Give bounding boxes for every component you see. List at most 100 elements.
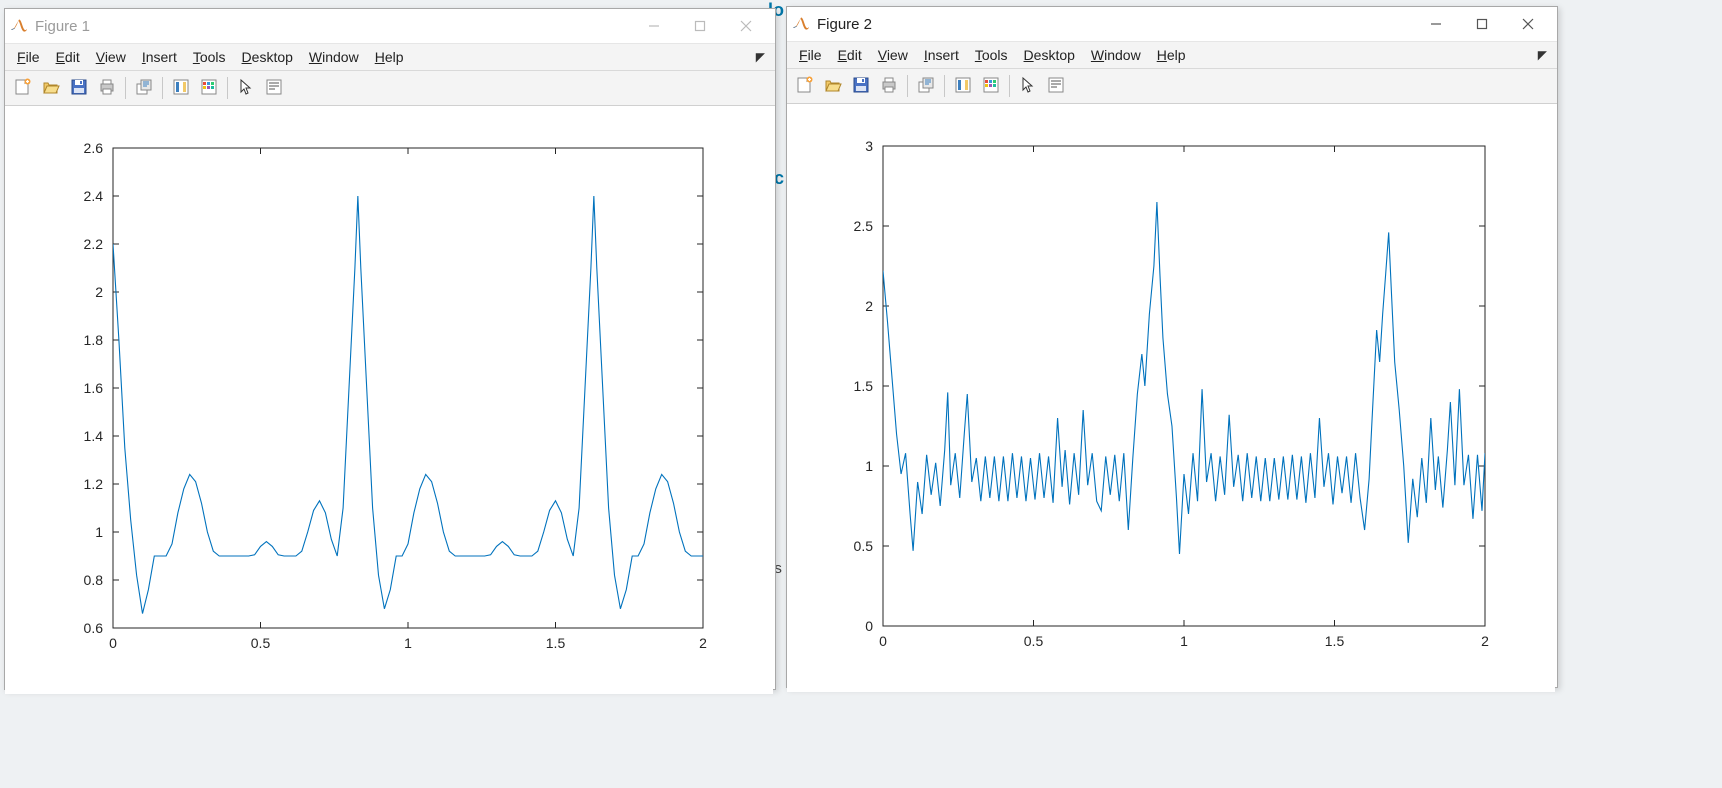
svg-text:1: 1 xyxy=(95,524,103,540)
svg-text:1.6: 1.6 xyxy=(84,380,104,396)
close-button[interactable] xyxy=(723,10,769,42)
save-icon-button[interactable] xyxy=(66,75,92,101)
save-icon xyxy=(852,76,870,97)
menu-edit[interactable]: Edit xyxy=(830,45,870,65)
save-icon-button[interactable] xyxy=(848,73,874,99)
svg-text:3: 3 xyxy=(865,138,873,154)
menu-label-rest: nsert xyxy=(928,47,959,63)
desktop: loıces Figure 1 FileEditViewInsertToolsD… xyxy=(0,0,1722,788)
menu-label-rest: esktop xyxy=(252,49,293,65)
toolbar-separator xyxy=(227,77,228,99)
colorbar-icon-button[interactable] xyxy=(978,73,1004,99)
svg-text:0.5: 0.5 xyxy=(251,635,271,651)
maximize-button[interactable] xyxy=(1459,8,1505,40)
pointer-icon xyxy=(1019,76,1037,97)
link-plot-icon-button[interactable] xyxy=(950,73,976,99)
toolbar xyxy=(5,71,775,106)
pointer-icon-button[interactable] xyxy=(233,75,259,101)
menu-file[interactable]: File xyxy=(791,45,830,65)
open-icon-button[interactable] xyxy=(820,73,846,99)
minimize-button[interactable] xyxy=(1413,8,1459,40)
new-figure-icon-button[interactable] xyxy=(10,75,36,101)
window-title: Figure 2 xyxy=(817,16,872,33)
menu-desktop[interactable]: Desktop xyxy=(1016,45,1083,65)
toolbar-separator xyxy=(125,77,126,99)
print-icon-button[interactable] xyxy=(876,73,902,99)
copy-figure-icon xyxy=(917,76,935,97)
matlab-icon xyxy=(793,16,809,32)
new-figure-icon xyxy=(796,76,814,97)
menu-view[interactable]: View xyxy=(870,45,916,65)
maximize-button[interactable] xyxy=(677,10,723,42)
toolbar-separator xyxy=(162,77,163,99)
figure-window-fig1[interactable]: Figure 1 FileEditViewInsertToolsDesktopW… xyxy=(4,8,776,690)
svg-text:2: 2 xyxy=(699,635,707,651)
menu-label-rest: elp xyxy=(1167,47,1186,63)
matlab-icon xyxy=(11,18,27,34)
print-icon xyxy=(880,76,898,97)
close-button[interactable] xyxy=(1505,8,1551,40)
menu-help[interactable]: Help xyxy=(1149,45,1194,65)
titlebar[interactable]: Figure 1 xyxy=(5,9,775,44)
menu-label-rest: indow xyxy=(322,49,359,65)
menu-desktop[interactable]: Desktop xyxy=(234,47,301,67)
plot-area[interactable]: 00.511.520.60.811.21.41.61.822.22.42.6 xyxy=(5,106,773,694)
menu-insert[interactable]: Insert xyxy=(134,47,185,67)
menu-help[interactable]: Help xyxy=(367,47,412,67)
menu-window[interactable]: Window xyxy=(1083,45,1149,65)
data-cursor-icon xyxy=(1047,76,1065,97)
svg-text:0: 0 xyxy=(865,618,873,634)
colorbar-icon xyxy=(200,78,218,99)
svg-text:2.4: 2.4 xyxy=(84,188,104,204)
menu-mnemonic: H xyxy=(1157,47,1167,63)
svg-text:0: 0 xyxy=(879,633,887,649)
data-cursor-icon-button[interactable] xyxy=(1043,73,1069,99)
link-plot-icon xyxy=(954,76,972,97)
copy-figure-icon-button[interactable] xyxy=(913,73,939,99)
menu-view[interactable]: View xyxy=(88,47,134,67)
toolbar-separator xyxy=(1009,75,1010,97)
menubar-overflow-icon[interactable]: ◤ xyxy=(750,50,771,64)
toolbar-separator xyxy=(944,75,945,97)
svg-text:2.6: 2.6 xyxy=(84,140,104,156)
new-figure-icon-button[interactable] xyxy=(792,73,818,99)
svg-text:1.5: 1.5 xyxy=(546,635,566,651)
figure-window-fig2[interactable]: Figure 2 FileEditViewInsertToolsDesktopW… xyxy=(786,6,1558,688)
print-icon-button[interactable] xyxy=(94,75,120,101)
titlebar[interactable]: Figure 2 xyxy=(787,7,1557,42)
menu-label-rest: dit xyxy=(65,49,80,65)
svg-text:2: 2 xyxy=(1481,633,1489,649)
colorbar-icon-button[interactable] xyxy=(196,75,222,101)
menu-tools[interactable]: Tools xyxy=(185,47,234,67)
data-cursor-icon-button[interactable] xyxy=(261,75,287,101)
menu-mnemonic: D xyxy=(1024,47,1034,63)
svg-text:1: 1 xyxy=(1180,633,1188,649)
link-plot-icon-button[interactable] xyxy=(168,75,194,101)
copy-figure-icon-button[interactable] xyxy=(131,75,157,101)
menu-edit[interactable]: Edit xyxy=(48,47,88,67)
plot-area[interactable]: 00.511.5200.511.522.53 xyxy=(787,104,1555,692)
svg-text:1.8: 1.8 xyxy=(84,332,104,348)
menubar-overflow-icon[interactable]: ◤ xyxy=(1532,48,1553,62)
window-title: Figure 1 xyxy=(35,18,90,35)
svg-text:2: 2 xyxy=(95,284,103,300)
pointer-icon-button[interactable] xyxy=(1015,73,1041,99)
menu-insert[interactable]: Insert xyxy=(916,45,967,65)
open-icon xyxy=(824,76,842,97)
new-figure-icon xyxy=(14,78,32,99)
menu-window[interactable]: Window xyxy=(301,47,367,67)
menu-label-rest: indow xyxy=(1104,47,1141,63)
menu-mnemonic: V xyxy=(878,47,887,63)
menu-mnemonic: E xyxy=(56,49,65,65)
menu-file[interactable]: File xyxy=(9,47,48,67)
menu-mnemonic: F xyxy=(799,47,808,63)
toolbar xyxy=(787,69,1557,104)
menu-label-rest: nsert xyxy=(146,49,177,65)
menu-tools[interactable]: Tools xyxy=(967,45,1016,65)
open-icon-button[interactable] xyxy=(38,75,64,101)
minimize-button[interactable] xyxy=(631,10,677,42)
menu-label-rest: iew xyxy=(105,49,126,65)
menu-label-rest: esktop xyxy=(1034,47,1075,63)
svg-text:2: 2 xyxy=(865,298,873,314)
menu-mnemonic: T xyxy=(975,47,982,63)
